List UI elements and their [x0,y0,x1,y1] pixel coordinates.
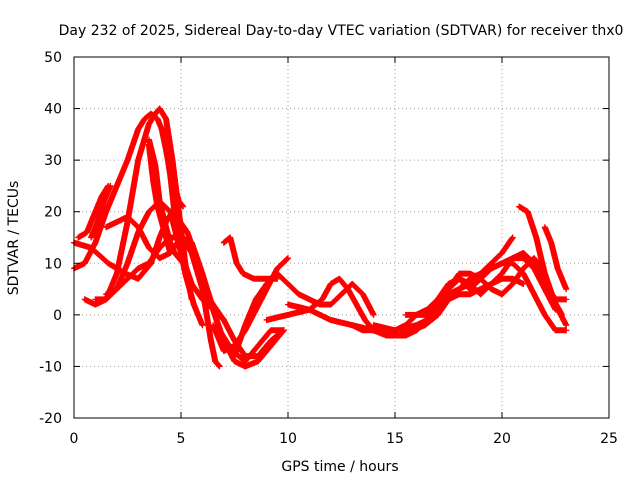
data-point-markers [220,234,281,282]
series-track-24 [413,260,570,334]
plot-frame [73,56,610,419]
data-point-markers [413,260,570,334]
x-tick-label: 15 [386,431,404,447]
x-tick-label: 0 [70,431,79,447]
y-tick-label: 40 [44,102,62,118]
y-tick-label: -10 [39,359,62,375]
data-point-markers [413,275,527,334]
chart-title: Day 232 of 2025, Sidereal Day-to-day VTE… [59,23,624,39]
y-axis-label: SDTVAR / TECUs [6,181,22,296]
series-track-23 [541,224,570,293]
data-point-markers [516,203,565,318]
data-point-markers [285,234,516,334]
series-track-17 [285,234,516,334]
y-tick-label: 0 [53,308,62,324]
y-tick-label: 20 [44,205,62,221]
x-tick-label: 5 [177,431,186,447]
series-track-22 [516,203,565,318]
data-point-markers [158,126,187,210]
x-axis-label: GPS time / hours [281,459,398,475]
data-layer [71,105,570,370]
x-tick-label: 20 [493,431,511,447]
data-point-markers [103,234,287,370]
series-track-12 [199,286,223,370]
series-track-10 [103,234,287,370]
series-track-5 [158,126,187,210]
data-point-markers [231,270,377,360]
data-point-markers [199,286,223,370]
x-tick-label: 10 [279,431,297,447]
series-track-7 [88,182,114,241]
y-tick-label: 10 [44,256,62,272]
series-track-15 [231,270,377,360]
y-tick-label: -20 [39,411,62,427]
x-tick-label: 25 [600,431,618,447]
data-point-markers [541,224,570,293]
y-tick-label: 30 [44,153,62,169]
y-tick-label: 50 [44,50,62,66]
data-point-markers [88,182,114,241]
series-track-20 [413,275,527,334]
series-track-13 [220,234,281,282]
tick-layer: 0 5 10 15 20 25 -20 -10 0 10 20 30 40 50 [39,50,618,447]
